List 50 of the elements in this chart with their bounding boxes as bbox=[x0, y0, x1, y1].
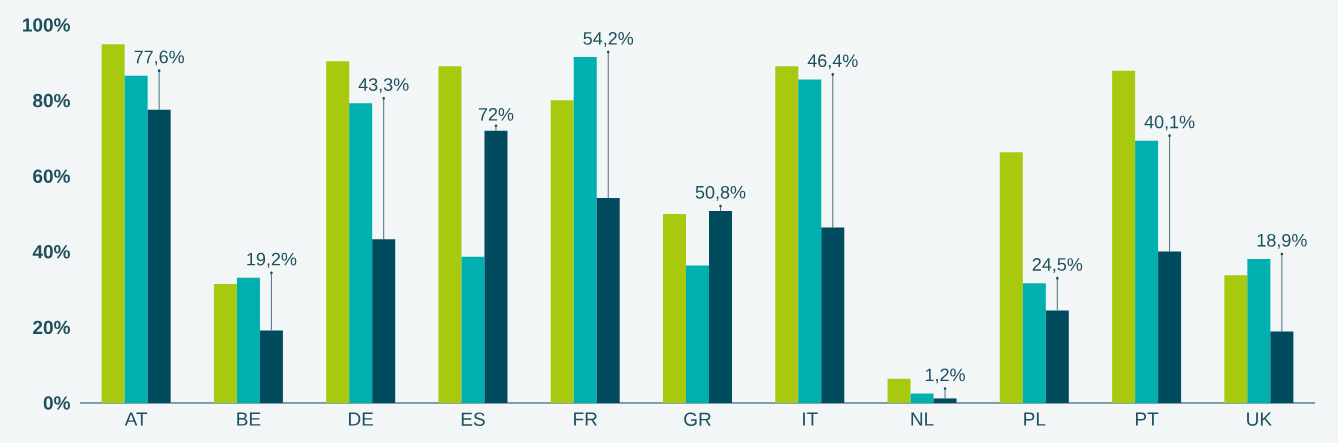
bar bbox=[326, 61, 350, 403]
bar bbox=[1022, 283, 1046, 403]
x-tick-label: AT bbox=[124, 412, 148, 426]
x-tick-label: UK bbox=[1247, 412, 1272, 426]
bar bbox=[775, 66, 799, 403]
bar bbox=[798, 79, 822, 403]
bar bbox=[999, 152, 1023, 403]
data-label: 19,2% bbox=[247, 252, 297, 268]
bar bbox=[213, 283, 237, 403]
bar bbox=[349, 103, 373, 403]
y-tick-label: 0% bbox=[43, 396, 70, 410]
bar bbox=[461, 256, 485, 403]
x-tick-label: PT bbox=[1136, 412, 1159, 426]
data-label: 43,3% bbox=[358, 78, 409, 94]
data-label: 54,2% bbox=[583, 32, 634, 47]
data-label: 18,9% bbox=[1257, 233, 1307, 249]
x-tick-label: PL bbox=[1024, 412, 1046, 426]
bar bbox=[887, 378, 911, 403]
x-tick-label: IT bbox=[803, 412, 818, 426]
x-tick-label: FR bbox=[574, 412, 598, 426]
bar bbox=[1112, 70, 1136, 403]
y-tick-label: 60% bbox=[33, 169, 70, 183]
data-label: 46,4% bbox=[807, 54, 858, 70]
bar bbox=[1224, 275, 1248, 403]
data-label: 72% bbox=[478, 107, 514, 121]
x-tick-label: BE bbox=[237, 412, 261, 426]
bar bbox=[1247, 258, 1271, 403]
bar bbox=[663, 213, 686, 403]
bar bbox=[124, 75, 148, 403]
data-label: 50,8% bbox=[695, 185, 746, 201]
y-tick-label: 20% bbox=[33, 320, 70, 335]
bar bbox=[910, 393, 934, 403]
x-tick-label: NL bbox=[911, 412, 934, 426]
data-label: 40,1% bbox=[1144, 115, 1195, 131]
bar bbox=[550, 100, 574, 403]
bar bbox=[686, 265, 710, 403]
data-label: 24,5% bbox=[1032, 258, 1083, 273]
x-tick-label: GR bbox=[684, 412, 711, 426]
x-tick-label: DE bbox=[349, 412, 374, 426]
bar bbox=[1135, 140, 1159, 403]
x-tick-label: ES bbox=[461, 412, 485, 426]
data-label: 1,2% bbox=[925, 368, 965, 384]
y-tick-label: 40% bbox=[32, 245, 70, 259]
bar bbox=[438, 66, 462, 403]
y-tick-label: 80% bbox=[33, 93, 70, 108]
data-label: 77,6% bbox=[134, 50, 185, 66]
bar bbox=[573, 57, 597, 403]
y-tick-label: 100% bbox=[23, 18, 70, 32]
bar bbox=[236, 277, 260, 403]
bar bbox=[101, 44, 125, 403]
